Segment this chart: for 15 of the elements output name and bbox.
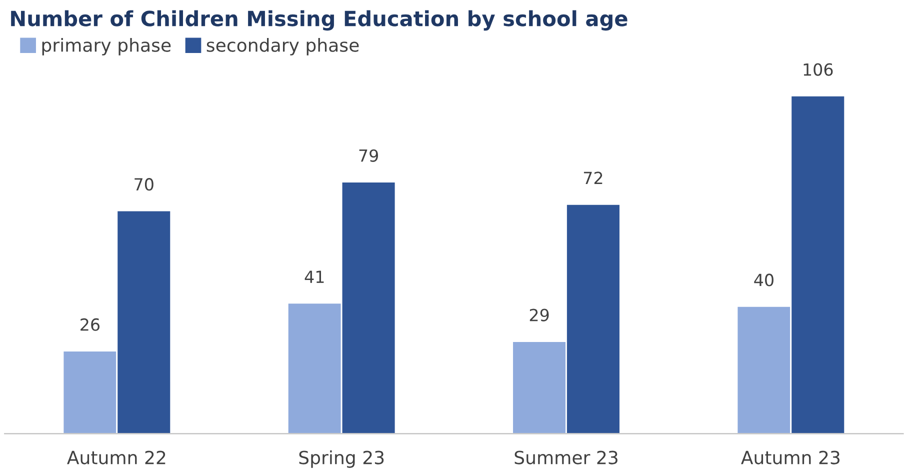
data-label: 72 [584,172,602,184]
data-label: 40 [754,274,774,286]
legend-label: primary phase [42,38,171,56]
x-tick-label: Spring 23 [299,450,384,468]
data-label: 26 [80,318,100,331]
x-tick-label: Autumn 23 [741,450,840,464]
data-label: 70 [134,178,154,191]
legend-label: secondary phase [206,38,359,56]
data-label: 29 [530,308,549,322]
x-tick-label: Autumn 22 [67,450,166,464]
data-label: 79 [359,149,378,162]
chart-title: Number of Children Missing Education by school age [11,10,628,31]
data-label: 41 [304,270,324,283]
x-tick-label: Summer 23 [514,450,618,464]
data-label: 106 [804,63,833,76]
